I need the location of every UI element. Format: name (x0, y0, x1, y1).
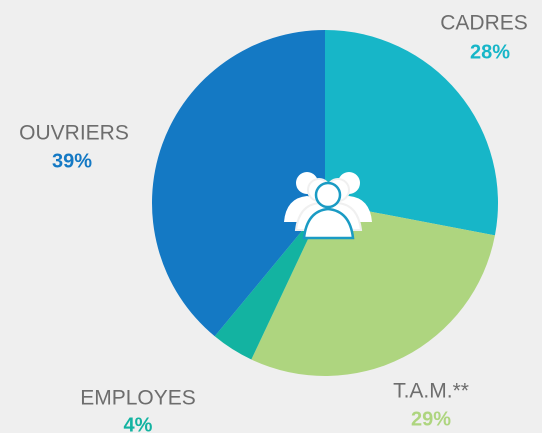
pie-slice (251, 203, 495, 376)
value-label: 29% (411, 408, 451, 430)
pie-slice (214, 203, 325, 360)
category-label: CADRES (440, 12, 528, 35)
category-label: OUVRIERS (19, 122, 129, 145)
pie (152, 30, 498, 376)
pie-slice (325, 30, 498, 236)
category-label: T.A.M.** (393, 380, 469, 403)
value-label: 4% (124, 414, 153, 433)
pie-slice (152, 30, 325, 337)
value-label: 28% (470, 41, 510, 63)
value-label: 39% (52, 150, 92, 172)
category-label: EMPLOYES (80, 387, 196, 410)
people-icon (284, 172, 372, 240)
